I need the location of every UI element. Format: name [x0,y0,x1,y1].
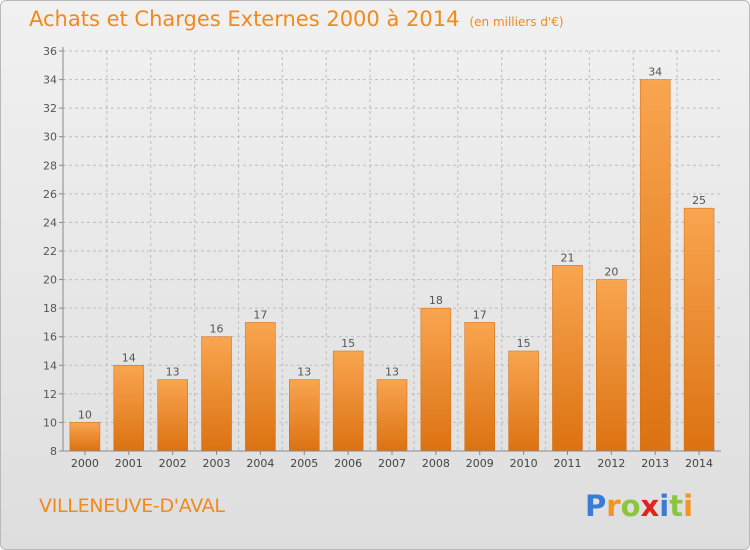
x-tick-label: 2000 [71,457,99,470]
x-tick-label: 2008 [422,457,450,470]
bar [596,279,627,452]
logo-letter: P [585,489,607,523]
bar-value-label: 34 [648,66,662,79]
bar [683,207,715,452]
bar [69,422,101,452]
y-tick-label: 28 [43,159,57,172]
y-tick-label: 36 [43,45,57,58]
bars: 10 14 13 16 17 13 15 13 18 17 15 21 20 34 25 [69,66,715,452]
x-tick-label: 2012 [597,457,625,470]
x-tick-label: 2007 [378,457,406,470]
bar-value-label: 13 [297,366,311,379]
bar-value-label: 17 [473,308,487,321]
bar [201,336,232,452]
bar-chart: 10 14 13 16 17 13 15 13 18 17 15 21 20 34 25 8 10 12 14 16… [43,45,721,470]
bar-value-label: 21 [560,251,574,264]
bar [639,79,671,452]
y-tick-label: 8 [50,445,57,458]
bar-value-label: 13 [385,366,399,379]
bar [289,379,320,452]
logo-letter: i [683,489,694,523]
bar [420,307,452,452]
axes: 8 10 12 14 16 18 20 22 24 26 28 30 32 34 36 2000 2001 200… [43,45,721,470]
y-tick-label: 32 [43,102,57,115]
logo-letter: t [669,489,684,523]
x-tick-label: 2014 [685,457,713,470]
bar [376,379,408,452]
x-tick-label: 2004 [246,457,274,470]
bar-value-label: 14 [122,351,136,364]
bar [508,350,539,452]
bar-value-label: 15 [517,337,531,350]
y-tick-label: 20 [43,274,57,287]
bar [552,265,583,452]
logo-letter: r [606,489,621,523]
y-tick-label: 18 [43,302,57,315]
y-tick-label: 34 [43,74,57,87]
bar-value-label: 13 [166,366,180,379]
x-tick-label: 2006 [334,457,362,470]
bar-value-label: 10 [78,408,92,421]
y-tick-label: 10 [43,416,57,429]
bar-value-label: 25 [692,194,706,207]
bar [245,322,276,452]
x-tick-label: 2009 [466,457,494,470]
logo-letter: i [659,489,670,523]
x-tick-label: 2002 [159,457,187,470]
x-tick-label: 2011 [553,457,581,470]
x-tick-label: 2005 [290,457,318,470]
x-tick-label: 2013 [641,457,669,470]
x-tick-label: 2001 [115,457,143,470]
y-tick-label: 16 [43,331,57,344]
y-tick-label: 24 [43,216,57,229]
logo-letter: o [620,489,641,523]
x-tick-label: 2010 [510,457,538,470]
y-tick-label: 22 [43,245,57,258]
bar [332,350,364,452]
proxiti-logo: Proxiti [585,489,693,523]
bar-value-label: 18 [429,294,443,307]
x-tick-label: 2003 [203,457,231,470]
bar [157,379,188,452]
y-tick-label: 12 [43,388,57,401]
chart-title: Achats et Charges Externes 2000 à 2014 [29,7,460,31]
chart-title-block: Achats et Charges Externes 2000 à 2014 (e… [29,7,564,31]
y-tick-label: 14 [43,359,57,372]
y-tick-label: 26 [43,188,57,201]
logo-letter: x [640,489,660,523]
bar [113,365,145,452]
bar [464,322,495,452]
chart-unit: (en milliers d'€) [469,15,564,29]
bar-value-label: 16 [210,323,224,336]
commune-name: VILLENEUVE-D'AVAL [39,495,225,517]
bar-value-label: 17 [253,308,267,321]
bar-value-label: 20 [604,266,618,279]
y-tick-label: 30 [43,131,57,144]
bar-value-label: 15 [341,337,355,350]
